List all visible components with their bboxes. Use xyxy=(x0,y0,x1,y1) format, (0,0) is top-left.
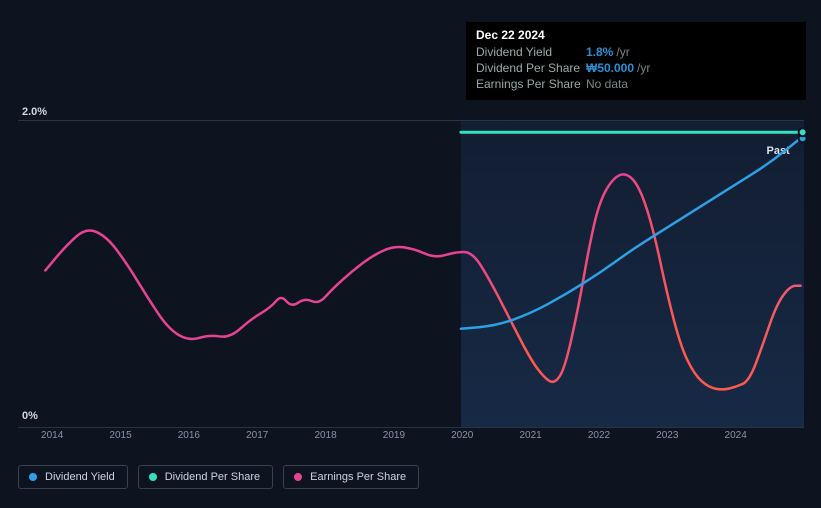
legend-dot-icon xyxy=(149,473,157,481)
legend-dot-icon xyxy=(294,473,302,481)
x-axis-tick: 2022 xyxy=(588,430,610,441)
tooltip-label: Dividend Yield xyxy=(476,45,586,59)
x-axis-tick: 2015 xyxy=(109,430,131,441)
legend-label: Earnings Per Share xyxy=(310,471,406,483)
legend: Dividend Yield Dividend Per Share Earnin… xyxy=(18,465,419,489)
tooltip-unit: /yr xyxy=(616,45,629,59)
tooltip-date: Dec 22 2024 xyxy=(476,28,796,44)
chart-area[interactable]: 2.0% 0% Past 201420152016201720182019202… xyxy=(18,108,804,448)
legend-label: Dividend Yield xyxy=(45,471,115,483)
x-axis-tick: 2016 xyxy=(178,430,200,441)
x-axis-tick: 2020 xyxy=(451,430,473,441)
tooltip-value: No data xyxy=(586,77,628,91)
legend-item-earnings-per-share[interactable]: Earnings Per Share xyxy=(283,465,419,489)
tooltip-label: Earnings Per Share xyxy=(476,77,586,91)
tooltip-row: Dividend Per Share ₩50.000 /yr xyxy=(476,60,796,76)
chart-svg xyxy=(18,108,804,428)
tooltip-value: 1.8% xyxy=(586,45,613,59)
legend-item-dividend-yield[interactable]: Dividend Yield xyxy=(18,465,128,489)
x-axis-tick: 2021 xyxy=(519,430,541,441)
legend-label: Dividend Per Share xyxy=(165,471,260,483)
legend-dot-icon xyxy=(29,473,37,481)
x-axis-tick: 2024 xyxy=(725,430,747,441)
x-axis-tick: 2018 xyxy=(314,430,336,441)
x-axis-tick: 2023 xyxy=(656,430,678,441)
tooltip-row: Dividend Yield 1.8% /yr xyxy=(476,44,796,60)
x-axis-tick: 2017 xyxy=(246,430,268,441)
legend-item-dividend-per-share[interactable]: Dividend Per Share xyxy=(138,465,273,489)
tooltip-row: Earnings Per Share No data xyxy=(476,76,796,92)
tooltip-label: Dividend Per Share xyxy=(476,61,586,75)
tooltip-value: ₩50.000 xyxy=(586,61,634,75)
x-axis-tick: 2014 xyxy=(41,430,63,441)
x-axis-tick: 2019 xyxy=(383,430,405,441)
tooltip-unit: /yr xyxy=(637,61,650,75)
chart-tooltip: Dec 22 2024 Dividend Yield 1.8% /yr Divi… xyxy=(466,22,806,100)
